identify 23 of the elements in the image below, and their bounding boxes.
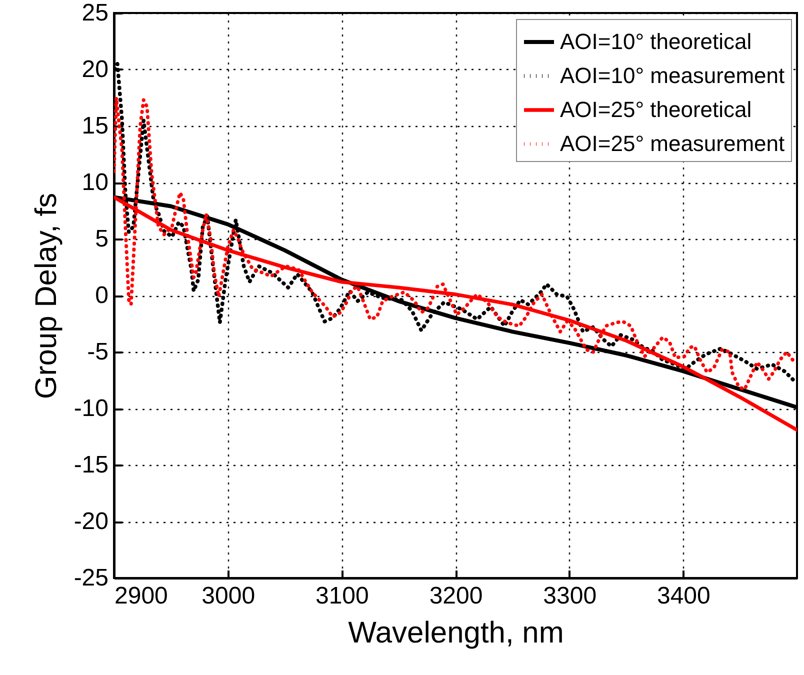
y-tick-label: -20	[74, 508, 108, 535]
legend-label: AOI=10° measurement	[560, 63, 785, 88]
x-tick-label: 3300	[543, 582, 597, 610]
legend-label: AOI=25° theoretical	[560, 97, 752, 122]
x-axis-title: Wavelength, nm	[348, 616, 564, 650]
y-tick-label: 10	[82, 169, 108, 196]
y-tick-label: 0	[95, 282, 108, 309]
y-tick-label: -25	[74, 564, 108, 592]
x-tick-label: 2900	[114, 582, 168, 610]
x-tick-label: 3000	[202, 582, 256, 610]
y-tick-label: 15	[82, 112, 108, 140]
legend-label: AOI=25° measurement	[560, 131, 785, 156]
y-tick-label: 5	[95, 226, 108, 252]
y-tick-label: -5	[87, 338, 108, 366]
x-tick-label: 3400	[656, 582, 710, 610]
y-tick-label: 20	[82, 56, 108, 83]
x-tick-label: 3100	[315, 582, 369, 610]
y-tick-label: -15	[74, 452, 108, 478]
legend-label: AOI=10° theoretical	[560, 29, 752, 54]
y-tick-label: 25	[82, 0, 108, 26]
y-axis-title: Group Delay, fs	[30, 192, 63, 400]
y-tick-label: -10	[74, 395, 108, 422]
x-tick-label: 3200	[429, 582, 483, 610]
